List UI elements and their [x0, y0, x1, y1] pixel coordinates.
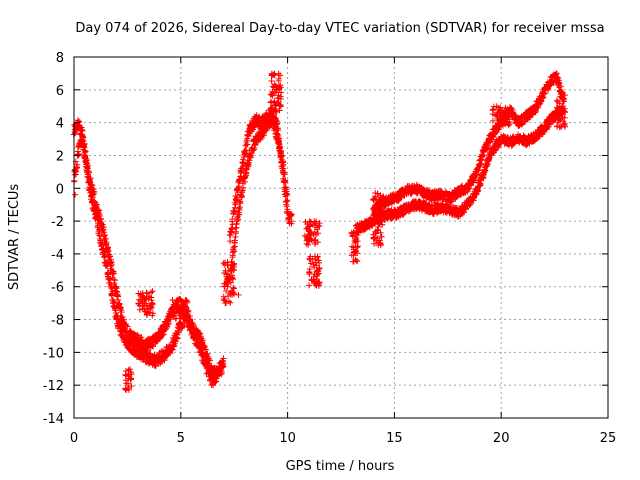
x-tick-label: 20 — [493, 431, 510, 446]
y-tick-label: -8 — [51, 314, 64, 329]
plot-frame — [73, 56, 609, 419]
x-axis-label: GPS time / hours — [286, 459, 395, 474]
axis-ticks: 0 5 10 15 20 25 -14 -12 -10 -8 -6 -4 -2 0 2 4 6 8 — [43, 51, 617, 446]
y-tick-label: 4 — [56, 117, 64, 132]
y-tick-label: 2 — [56, 149, 64, 164]
y-tick-label: -2 — [51, 215, 64, 230]
y-tick-label: -6 — [51, 281, 64, 296]
y-tick-label: 0 — [56, 182, 64, 197]
y-tick-label: -10 — [43, 346, 64, 361]
y-axis-label: SDTVAR / TECUs — [7, 184, 22, 291]
x-tick-label: 15 — [386, 431, 403, 446]
x-tick-label: 0 — [70, 431, 78, 446]
y-tick-label: 6 — [56, 84, 64, 99]
chart-title: Day 074 of 2026, Sidereal Day-to-day VTE… — [75, 21, 604, 36]
x-tick-label: 10 — [279, 431, 296, 446]
y-tick-label: 8 — [56, 51, 64, 66]
x-tick-label: 25 — [600, 431, 617, 446]
y-tick-label: -4 — [51, 248, 64, 263]
x-tick-label: 5 — [177, 431, 185, 446]
y-tick-label: -12 — [43, 379, 64, 394]
y-tick-label: -14 — [43, 412, 64, 427]
